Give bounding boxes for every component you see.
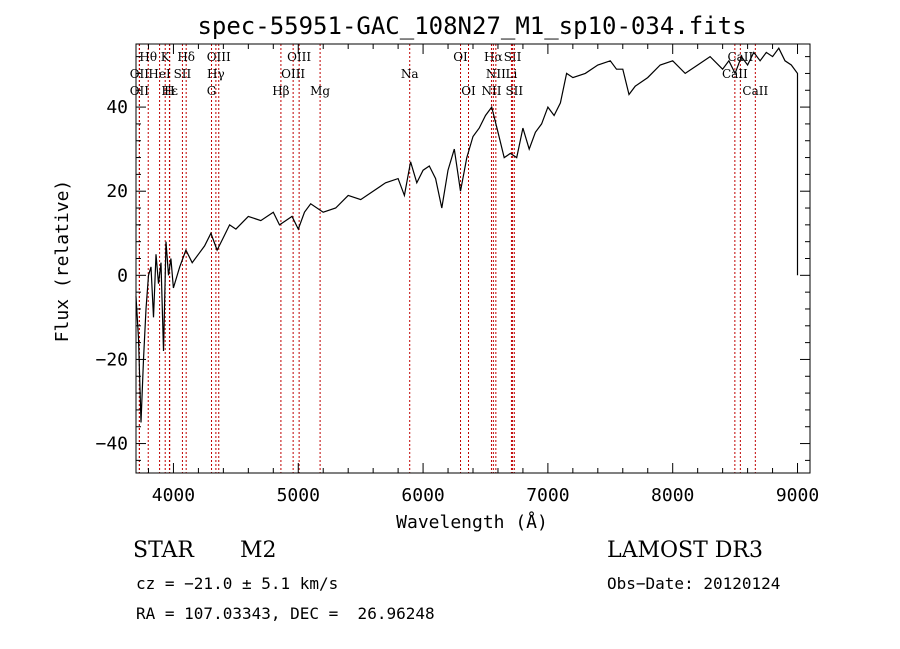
object-class: STAR	[133, 538, 194, 563]
x-tick-label: 8000	[651, 485, 694, 506]
line-marker-label-26: SII	[505, 84, 523, 98]
x-axis-title: Wavelength (Å)	[396, 511, 548, 533]
chart-title: spec-55951-GAC_108N27_M1_sp10-034.fits	[197, 12, 746, 40]
line-marker-label-10: HeI	[148, 67, 171, 81]
line-marker-label-11: SII	[174, 67, 192, 81]
line-marker-label-24: OI	[461, 84, 476, 98]
line-marker-label-18: OII	[130, 84, 150, 98]
line-marker-label-25: NII	[481, 84, 501, 98]
x-tick-label: 7000	[526, 485, 569, 506]
ra-dec-coordinates: RA = 107.03343, DEC = 26.96248	[136, 604, 435, 623]
line-marker-label-8: CaII	[727, 50, 753, 64]
line-marker-label-20: H	[164, 84, 174, 98]
axis-ticks: 4000 5000 6000 7000 8000 9000 −40 −20 0 20 40	[95, 44, 819, 506]
object-subclass: M2	[240, 538, 277, 563]
y-tick-label: 40	[106, 97, 128, 118]
x-tick-label: 9000	[776, 485, 819, 506]
line-marker-label-13: OIII	[281, 67, 305, 81]
flux-series-line	[135, 47, 799, 423]
survey-name: LAMOST DR3	[607, 538, 763, 563]
line-marker-label-1: K	[161, 50, 171, 64]
line-marker-label-3: OIII	[207, 50, 231, 64]
line-marker-label-19: Hε	[161, 84, 178, 98]
line-marker-label-22: Hβ	[272, 84, 289, 98]
redshift-velocity: cz = −21.0 ± 5.1 km/s	[136, 574, 339, 593]
plot-frame	[135, 43, 811, 474]
line-marker-label-7: SII	[504, 50, 522, 64]
y-axis-title: Flux (relative)	[52, 180, 73, 343]
x-tick-label: 5000	[277, 485, 320, 506]
observation-date: Obs−Date: 20120124	[607, 574, 781, 593]
line-marker-label-6: Hα	[484, 50, 503, 64]
y-tick-label: 20	[106, 181, 128, 202]
x-tick-label: 6000	[401, 485, 444, 506]
y-tick-label: 0	[117, 265, 128, 286]
line-marker-label-27: CaII	[742, 84, 768, 98]
line-marker-label-21: G	[207, 84, 217, 98]
y-tick-label: −40	[95, 434, 128, 455]
line-marker-label-14: Na	[401, 67, 419, 81]
line-marker-label-23: Mg	[310, 84, 330, 98]
line-marker-label-16: Li	[506, 67, 518, 81]
x-tick-label: 4000	[152, 485, 195, 506]
y-tick-label: −20	[95, 349, 128, 370]
line-marker-label-15: NII	[486, 67, 506, 81]
line-marker-label-2: Hδ	[177, 50, 195, 64]
line-marker-label-0: Hθ	[139, 50, 157, 64]
line-marker-label-5: OI	[453, 50, 468, 64]
line-marker-label-4: OIII	[287, 50, 311, 64]
line-marker-label-12: Hγ	[207, 67, 225, 81]
